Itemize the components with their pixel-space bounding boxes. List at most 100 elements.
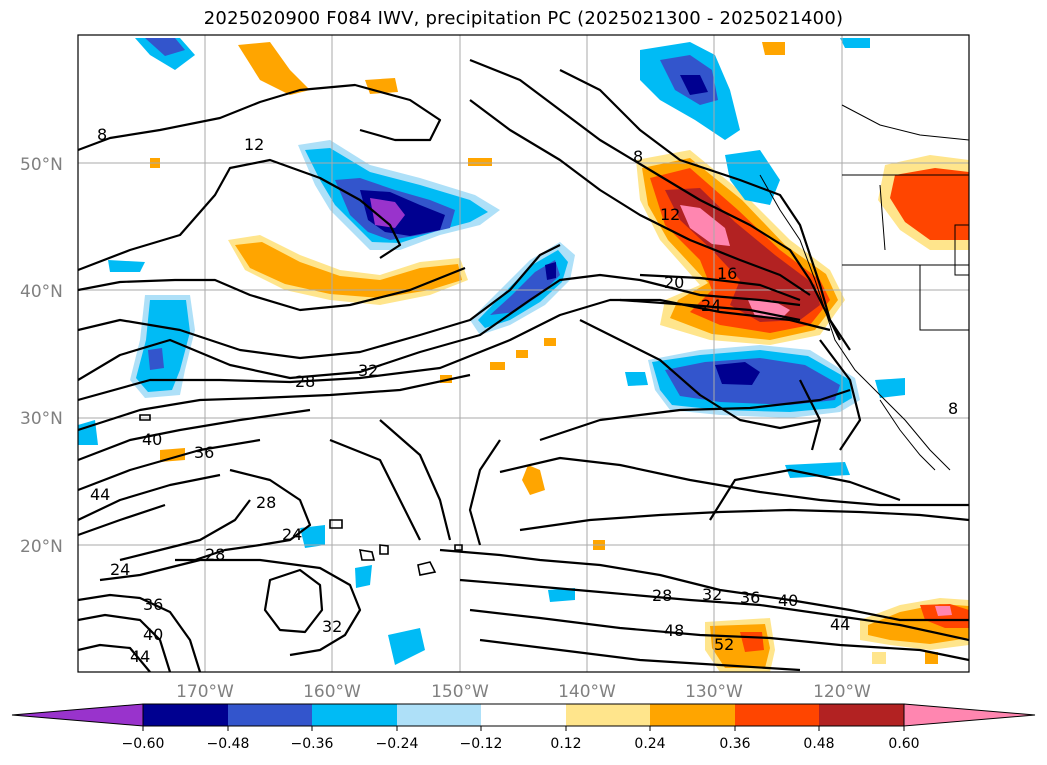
colorbar-tick: −0.24: [376, 736, 419, 752]
contour-label: 44: [130, 647, 150, 666]
contour-label: 8: [633, 147, 643, 166]
contour-label: 40: [778, 591, 798, 610]
lat-label: 50°N: [20, 155, 63, 175]
contour-label: 28: [295, 372, 315, 391]
lon-label: 140°W: [558, 682, 616, 702]
shade-tiny-3: [516, 350, 528, 358]
colorbar-extend-high: [903, 703, 1036, 727]
precip-shading: [78, 38, 969, 672]
contour-label: 32: [358, 361, 378, 380]
shade-br-pos-036: [920, 604, 969, 628]
shade-30n-small: [625, 372, 648, 386]
lon-label: 150°W: [431, 682, 489, 702]
shade-mp-neg-extreme: [370, 198, 405, 228]
contour-label: 48: [664, 621, 684, 640]
contour-label: 52: [714, 635, 734, 654]
contour-label: 44: [90, 485, 110, 504]
contour-label: 32: [322, 617, 342, 636]
shade-ec-pos-036: [890, 168, 969, 240]
shade-tl-neg-048: [145, 38, 185, 56]
colorbar-tick: −0.36: [291, 736, 334, 752]
shade-blob-8: [875, 378, 905, 398]
colorbar: −0.60 −0.48 −0.36 −0.24 −0.12 0.12 0.24 …: [11, 703, 1036, 752]
lon-label: 160°W: [303, 682, 361, 702]
contour-label: 12: [244, 135, 264, 154]
coastlines: [759, 104, 969, 471]
colorbar-tick: 0.60: [888, 736, 919, 752]
lon-label: 170°W: [176, 682, 234, 702]
shade-br-small-2: [872, 652, 886, 664]
lon-label: 130°W: [685, 682, 743, 702]
colorbar-segment: [481, 704, 566, 726]
contour-label: 28: [652, 586, 672, 605]
colorbar-tick: 0.48: [803, 736, 834, 752]
colorbar-segment: [566, 704, 650, 726]
iwv-contours: [78, 58, 969, 672]
colorbar-tick: 0.36: [719, 736, 750, 752]
shade-top-pos-3: [762, 42, 785, 55]
shade-small-neg-a: [108, 260, 145, 272]
shade-blob-5: [300, 525, 325, 548]
colorbar-extend-low: [11, 703, 144, 727]
shade-canada-neg: [725, 150, 780, 205]
contour-label: 36: [194, 443, 214, 462]
colorbar-segment: [735, 704, 819, 726]
contour-label: 8: [948, 399, 958, 418]
contour-label: 36: [143, 595, 163, 614]
graticule: [78, 35, 969, 672]
shade-tiny-2: [544, 338, 556, 346]
contour-label: 12: [660, 205, 680, 224]
colorbar-segment: [312, 704, 397, 726]
contour-label: 36: [740, 588, 760, 607]
colorbar-tick: 0.12: [550, 736, 581, 752]
shade-blob-1: [522, 465, 545, 495]
colorbar-tick: −0.12: [460, 736, 503, 752]
shade-tiny-6: [468, 158, 492, 166]
shade-ak-neg-060: [680, 75, 708, 95]
contour-label: 28: [256, 493, 276, 512]
shade-blob-3: [355, 565, 372, 588]
shade-tr-neg-036: [840, 38, 870, 48]
shade-west-neg-048: [148, 348, 164, 370]
map-title: 2025020900 F084 IWV, precipitation PC (2…: [203, 8, 844, 29]
contour-label: 40: [142, 430, 162, 449]
shade-nw-pos-060-a: [680, 205, 730, 246]
shade-30n-neg-060: [715, 362, 760, 385]
contour-label: 20: [664, 273, 684, 292]
shade-br-small-1: [925, 652, 938, 664]
colorbar-tick: −0.48: [207, 736, 250, 752]
contour-label: 40: [143, 625, 163, 644]
shade-40n-pos-024: [235, 242, 462, 298]
shade-west-neg-036: [136, 300, 190, 392]
shade-blob-7: [548, 588, 575, 602]
contour-labels: 8 12 8 12 16 20 24 28 32 40 36 44 28 24 …: [90, 125, 958, 666]
lon-label: 120°W: [813, 682, 871, 702]
map-frame: [77, 34, 970, 673]
contour-label: 24: [701, 296, 721, 315]
colorbar-segment: [143, 704, 228, 726]
lat-label: 20°N: [20, 537, 63, 557]
colorbar-tick: −0.60: [122, 736, 165, 752]
colorbar-segment: [819, 704, 904, 726]
contour-label: 28: [205, 545, 225, 564]
colorbar-segment: [650, 704, 735, 726]
contour-label: 32: [702, 585, 722, 604]
shade-145-neg-060: [545, 262, 556, 280]
lat-labels: 50°N 40°N 30°N 20°N: [20, 155, 63, 557]
colorbar-tick: 0.24: [634, 736, 665, 752]
shade-blob-4: [388, 628, 425, 665]
colorbar-segment: [228, 704, 312, 726]
contour-label: 24: [110, 560, 130, 579]
contour-label: 24: [282, 525, 302, 544]
shade-br-pos-060: [935, 606, 952, 616]
shade-top-pos-1: [238, 42, 310, 95]
contour-label: 8: [97, 125, 107, 144]
shade-blob-2: [785, 462, 850, 478]
lat-label: 30°N: [20, 409, 63, 429]
lat-label: 40°N: [20, 282, 63, 302]
lon-labels: 170°W 160°W 150°W 140°W 130°W 120°W: [176, 682, 871, 702]
islands: [139, 414, 463, 576]
shade-tiny-1: [490, 362, 505, 370]
colorbar-segment: [397, 704, 481, 726]
